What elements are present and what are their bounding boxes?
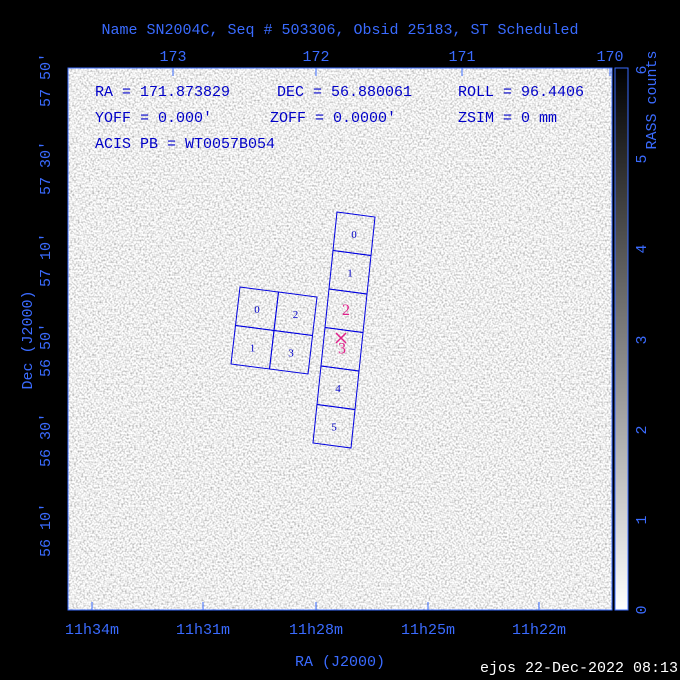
bottom-tick-label: 11h25m — [401, 622, 455, 639]
left-tick-label: 57 50' — [38, 53, 55, 107]
colorbar-tick-label: 5 — [634, 154, 651, 163]
bottom-tick-label: 11h22m — [512, 622, 566, 639]
chip — [268, 329, 314, 375]
colorbar-tick-label: 3 — [634, 335, 651, 344]
chip-label: 3 — [288, 347, 294, 359]
title: Name SN2004C, Seq # 503306, Obsid 25183,… — [101, 22, 578, 39]
bottom-tick-label: 11h31m — [176, 622, 230, 639]
bottom-tick-label: 11h34m — [65, 622, 119, 639]
colorbar-tick-label: 0 — [634, 605, 651, 614]
top-tick-label: 170 — [596, 49, 623, 66]
chip-label: 2 — [342, 302, 350, 319]
chip-label: 5 — [331, 421, 337, 433]
info: ROLL = 96.4406 — [458, 84, 584, 101]
chip-label: 0 — [254, 304, 260, 316]
left-tick-label: 57 10' — [38, 233, 55, 287]
info: RA = 171.873829 — [95, 84, 230, 101]
chip — [312, 403, 356, 449]
info: ZSIM = 0 mm — [458, 110, 557, 127]
top-tick-label: 173 — [159, 49, 186, 66]
info: YOFF = 0.000' — [95, 110, 212, 127]
colorbar-tick-label: 6 — [634, 65, 651, 74]
chip-label: 1 — [250, 342, 256, 354]
colorbar-tick-label: 2 — [634, 425, 651, 434]
chip-label: 3 — [338, 340, 346, 357]
aimpoint — [335, 332, 347, 344]
info: ACIS PB = WT0057B054 — [95, 136, 275, 153]
colorbar — [614, 67, 629, 611]
chip-label: 0 — [351, 229, 357, 241]
frame — [67, 67, 613, 611]
chip-label: 4 — [335, 383, 341, 395]
top-tick-label: 172 — [302, 49, 329, 66]
left-tick-label: 56 10' — [38, 503, 55, 557]
left-tick-label: 56 30' — [38, 413, 55, 467]
colorbar-tick-label: 4 — [634, 244, 651, 253]
x-label: RA (J2000) — [295, 654, 385, 671]
colorbar-tick-label: 1 — [634, 515, 651, 524]
left-tick-label: 56 50' — [38, 323, 55, 377]
footer: ejos 22-Dec-2022 08:13 — [480, 660, 678, 677]
chip-label: 2 — [293, 309, 299, 321]
chip-label: 1 — [347, 267, 353, 279]
top-tick-label: 171 — [448, 49, 475, 66]
info: ZOFF = 0.0000' — [270, 110, 396, 127]
colorbar-label: RASS counts — [644, 50, 661, 149]
y-label: Dec (J2000) — [20, 290, 37, 389]
bottom-tick-label: 11h28m — [289, 622, 343, 639]
info: DEC = 56.880061 — [277, 84, 412, 101]
left-tick-label: 57 30' — [38, 141, 55, 195]
